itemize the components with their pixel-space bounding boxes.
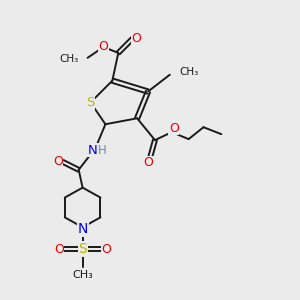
Text: H: H bbox=[98, 143, 107, 157]
Text: CH₃: CH₃ bbox=[180, 67, 199, 77]
Text: S: S bbox=[86, 96, 95, 109]
Text: N: N bbox=[88, 143, 98, 157]
Text: CH₃: CH₃ bbox=[72, 270, 93, 280]
Text: CH₃: CH₃ bbox=[59, 54, 79, 64]
Text: S: S bbox=[78, 242, 87, 256]
Text: O: O bbox=[53, 155, 63, 168]
Text: N: N bbox=[77, 222, 88, 236]
Text: O: O bbox=[131, 32, 141, 44]
Text: O: O bbox=[98, 40, 108, 53]
Text: O: O bbox=[54, 243, 64, 256]
Text: O: O bbox=[143, 156, 153, 170]
Text: O: O bbox=[169, 122, 179, 135]
Text: O: O bbox=[101, 243, 111, 256]
